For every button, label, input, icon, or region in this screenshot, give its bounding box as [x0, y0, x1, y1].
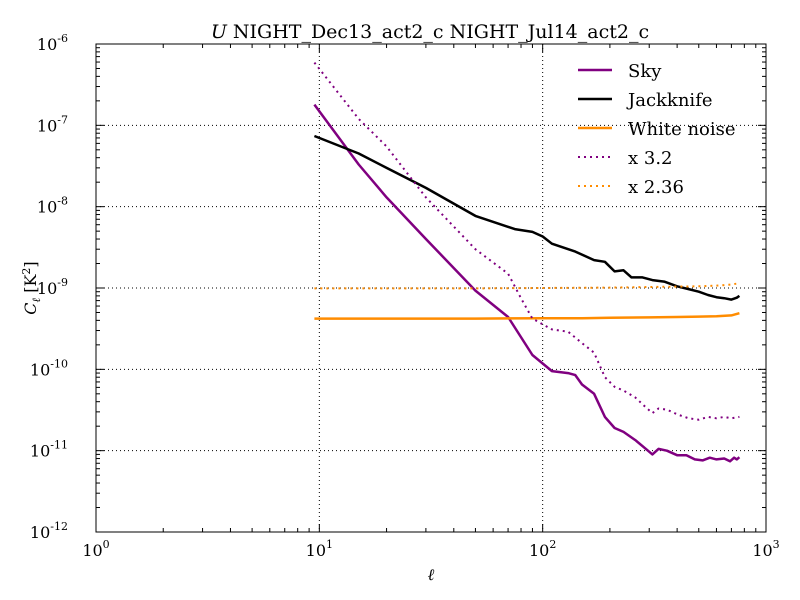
- y-tick-label: 10-8: [37, 195, 68, 217]
- legend-label: Sky: [628, 61, 662, 82]
- y-tick-label: 10-11: [30, 439, 68, 461]
- x-axis-label: ℓ: [428, 565, 435, 584]
- x-tick-label: 102: [529, 538, 556, 560]
- legend-label: White noise: [628, 119, 736, 140]
- chart-title: U NIGHT_Dec13_act2_c NIGHT_Jul14_act2_c: [211, 21, 649, 43]
- y-tick-label: 10-7: [37, 113, 68, 135]
- axis-ticks: 100 101 102 103 10-12 10-11 10-10 10-9 10-8 10-7 1…: [30, 32, 780, 560]
- y-tick-label: 10-10: [30, 357, 68, 379]
- x-tick-label: 103: [752, 538, 779, 560]
- legend-label: x 2.36: [628, 177, 684, 198]
- series-group: [313, 61, 741, 463]
- series-line-white-noise: [314, 311, 740, 320]
- series-line-jackknife: [313, 134, 741, 301]
- chart-title-text: NIGHT_Dec13_act2_c NIGHT_Jul14_act2_c: [233, 21, 649, 43]
- legend: Sky Jackknife White noise x 3.2 x 2.36: [578, 61, 736, 198]
- y-tick-label: 10-12: [30, 520, 68, 542]
- legend-label: x 3.2: [628, 148, 673, 169]
- legend-label: Jackknife: [626, 90, 713, 111]
- y-tick-label: 10-9: [37, 276, 68, 298]
- y-axis-label: Cℓ [K2]: [20, 261, 43, 314]
- series-line-x-3-2: [313, 61, 740, 421]
- chart-title-prefix: U: [211, 21, 228, 43]
- x-tick-label: 101: [306, 538, 333, 560]
- x-tick-label: 100: [82, 538, 109, 560]
- grid-lines: [96, 44, 766, 532]
- y-tick-label: 10-6: [37, 32, 68, 54]
- series-line-sky: [313, 103, 741, 463]
- series-line-x-2-36: [314, 282, 740, 290]
